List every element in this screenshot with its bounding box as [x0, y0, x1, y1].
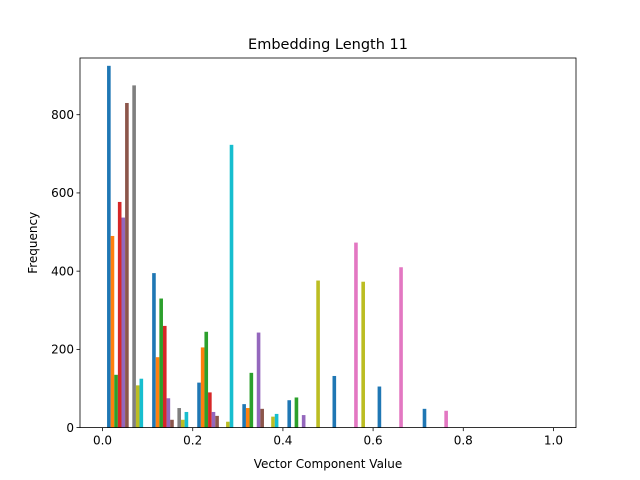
bar: [316, 280, 320, 428]
bar: [159, 298, 163, 428]
bar: [242, 404, 246, 428]
x-tick-label: 0.8: [454, 434, 473, 448]
bar: [361, 281, 365, 428]
bar: [229, 144, 234, 428]
bar: [422, 408, 427, 428]
bar: [177, 408, 182, 428]
bar: [152, 273, 156, 428]
bar: [181, 419, 185, 428]
x-tick-label: 0.6: [364, 434, 383, 448]
bar: [155, 357, 160, 428]
bar: [208, 392, 212, 428]
bar: [135, 385, 140, 428]
bar: [271, 416, 275, 428]
bar: [260, 408, 264, 428]
plot-frame: [79, 57, 577, 429]
x-axis: 0.0 0.2 0.4 0.6 0.8 1.0: [93, 427, 563, 448]
bar: [444, 410, 448, 428]
x-axis-label: Vector Component Value: [254, 457, 403, 471]
bar: [166, 398, 171, 428]
bar: [354, 242, 358, 428]
bar: [204, 331, 209, 428]
x-tick-label: 1.0: [544, 434, 563, 448]
bar: [249, 372, 254, 428]
y-tick-label: 600: [51, 186, 74, 200]
bar: [107, 65, 111, 428]
x-tick-label: 0.2: [183, 434, 202, 448]
y-tick-label: 800: [51, 108, 74, 122]
bar: [332, 375, 337, 428]
bar: [197, 382, 201, 428]
y-tick-label: 400: [51, 264, 74, 278]
bar: [377, 386, 382, 428]
bar: [162, 325, 167, 428]
bars-layer: [107, 65, 448, 428]
x-tick-label: 0.4: [273, 434, 292, 448]
y-tick-label: 0: [66, 421, 74, 435]
bar: [294, 397, 299, 428]
bar: [287, 400, 292, 428]
bar: [200, 347, 205, 428]
bar: [139, 378, 144, 428]
bar: [245, 408, 250, 428]
bar: [170, 419, 174, 428]
y-axis: 0 200 400 600 800: [51, 108, 80, 435]
y-tick-label: 200: [51, 343, 74, 357]
chart-title: Embedding Length 11: [248, 37, 408, 53]
bar: [211, 411, 216, 428]
bar: [226, 421, 230, 428]
bar: [117, 201, 122, 428]
bar: [184, 411, 189, 428]
x-tick-label: 0.0: [93, 434, 112, 448]
bar: [215, 415, 219, 428]
bar: [114, 374, 118, 428]
bar: [132, 85, 136, 428]
bar: [274, 413, 279, 428]
y-axis-label: Frequency: [26, 212, 40, 274]
bar: [121, 217, 126, 428]
bar: [301, 415, 306, 428]
bar: [256, 332, 261, 428]
bar: [125, 102, 129, 428]
bar: [399, 267, 403, 428]
bar: [110, 235, 115, 428]
